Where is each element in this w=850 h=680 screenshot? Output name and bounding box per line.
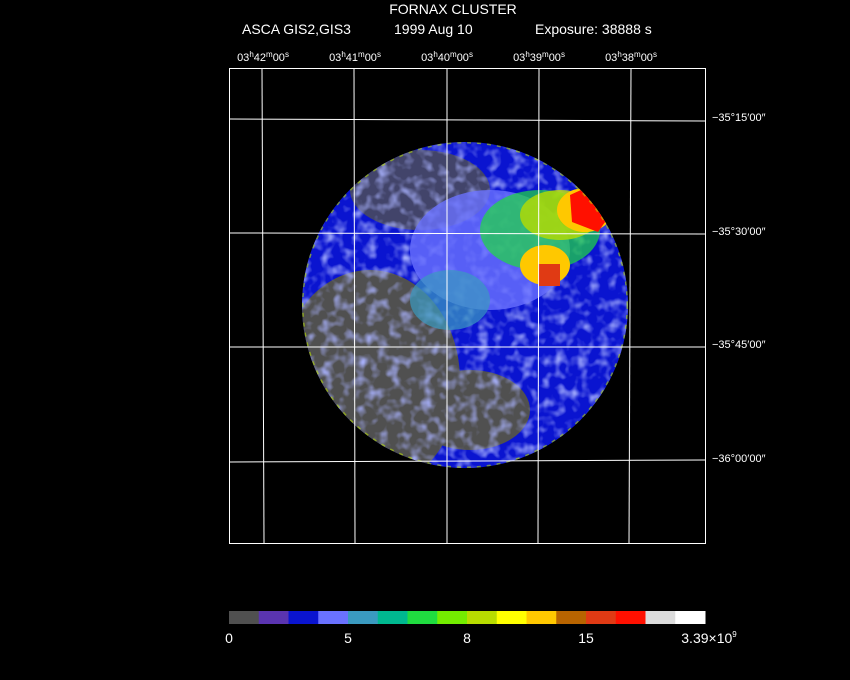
colorbar-cell — [615, 611, 646, 624]
ra-value: 00 — [457, 52, 469, 64]
instrument: ASCA GIS2,GIS3 — [242, 21, 351, 37]
colorbar-cell — [258, 611, 289, 624]
colorbar-label-exponent: 9 — [732, 630, 737, 639]
ra-unit: h — [525, 50, 529, 59]
ra-value: 41 — [346, 52, 358, 64]
colorbar-label: 3.39×109 — [681, 630, 737, 646]
colorbar-label: 0 — [225, 630, 233, 646]
colorbar-cell — [586, 611, 617, 624]
dec-label: −36°00′00″ — [712, 453, 766, 465]
exposure: Exposure: 38888 s — [535, 21, 652, 37]
ra-unit: m — [450, 50, 457, 59]
ra-unit: m — [266, 50, 273, 59]
xray-image — [302, 142, 628, 468]
colorbar-label: 5 — [344, 630, 352, 646]
ra-value: 03 — [605, 52, 617, 64]
coordinate-grid — [228, 68, 706, 544]
ra-unit: h — [249, 50, 253, 59]
ra-value: 39 — [530, 52, 542, 64]
ra-unit: h — [617, 50, 621, 59]
colorbar-cell — [229, 611, 260, 624]
ra-unit: m — [542, 50, 549, 59]
colorbar-cell — [496, 611, 527, 624]
ra-label: 03h38m00s — [605, 50, 657, 64]
ra-unit: h — [433, 50, 437, 59]
ra-value: 00 — [365, 52, 377, 64]
dec-label: −35°30′00″ — [712, 226, 766, 238]
colorbar-cell — [348, 611, 379, 624]
ra-unit: s — [561, 50, 565, 59]
colorbar-label: 8 — [463, 630, 471, 646]
ra-unit: h — [341, 50, 345, 59]
colorbar-cell — [407, 611, 438, 624]
ra-unit: m — [634, 50, 641, 59]
colorbar-label-mantissa: 3.39×10 — [681, 630, 732, 646]
ra-value: 03 — [421, 52, 433, 64]
colorbar-cell — [318, 611, 349, 624]
ra-unit: m — [358, 50, 365, 59]
ra-value: 03 — [513, 52, 525, 64]
colorbar-cell — [556, 611, 587, 624]
ra-value: 42 — [254, 52, 266, 64]
ra-value: 00 — [641, 52, 653, 64]
colorbar-cell — [526, 611, 557, 624]
ra-value: 03 — [329, 52, 341, 64]
colorbar-cell — [675, 611, 706, 624]
ra-value: 38 — [622, 52, 634, 64]
title: FORNAX CLUSTER — [389, 1, 517, 17]
ra-unit: s — [653, 50, 657, 59]
colorbar-label: 15 — [578, 630, 594, 646]
colorbar-cell — [377, 611, 408, 624]
dec-label: −35°15′00″ — [712, 112, 766, 124]
ra-label: 03h40m00s — [421, 50, 473, 64]
ra-label: 03h41m00s — [329, 50, 381, 64]
colorbar-cell — [467, 611, 498, 624]
dec-label: −35°45′00″ — [712, 339, 766, 351]
colorbar-cell — [288, 611, 319, 624]
ra-label: 03h42m00s — [237, 50, 289, 64]
ra-unit: s — [377, 50, 381, 59]
colorbar-cell — [437, 611, 468, 624]
ra-value: 00 — [273, 52, 285, 64]
ra-unit: s — [285, 50, 289, 59]
colorbar-cell — [645, 611, 676, 624]
ra-value: 00 — [549, 52, 561, 64]
ra-label: 03h39m00s — [513, 50, 565, 64]
ra-unit: s — [469, 50, 473, 59]
date: 1999 Aug 10 — [394, 21, 473, 37]
ra-value: 40 — [438, 52, 450, 64]
frame — [229, 68, 706, 544]
ra-value: 03 — [237, 52, 249, 64]
